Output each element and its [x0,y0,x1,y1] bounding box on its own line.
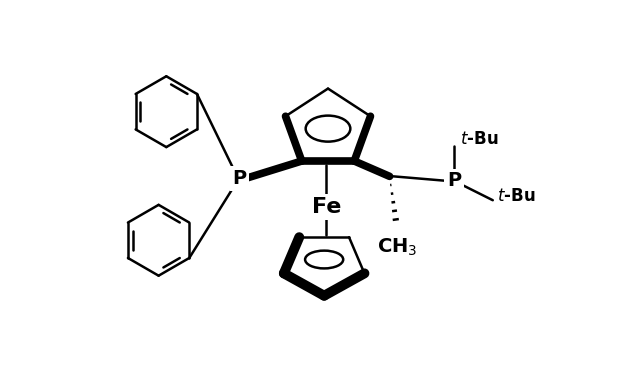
Text: $t$-Bu: $t$-Bu [497,187,535,205]
Text: P: P [232,169,246,188]
Text: P: P [447,172,461,190]
Text: CH$_3$: CH$_3$ [377,236,417,258]
Text: $t$-Bu: $t$-Bu [460,130,499,147]
Text: Fe: Fe [312,197,341,217]
